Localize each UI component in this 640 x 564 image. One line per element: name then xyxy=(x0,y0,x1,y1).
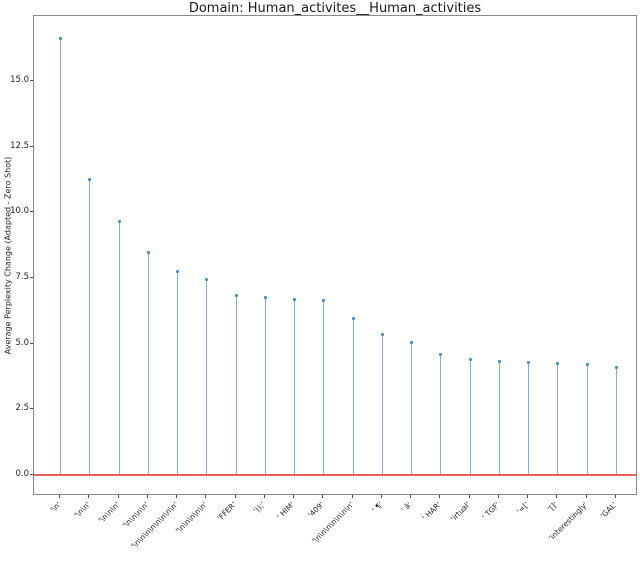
x-tick-mark xyxy=(205,495,207,498)
x-tick-mark xyxy=(614,495,616,498)
x-tick-mark xyxy=(146,495,148,498)
stem-line xyxy=(323,300,325,475)
stem-line xyxy=(440,353,442,475)
y-tick-mark xyxy=(30,211,33,213)
stem-marker xyxy=(614,366,618,370)
x-tick-mark xyxy=(468,495,470,498)
chart-title: Domain: Human_activites__Human_activitie… xyxy=(188,1,482,16)
y-tick-mark xyxy=(30,79,33,81)
stem-line xyxy=(411,342,413,475)
plot-area xyxy=(33,15,637,495)
stem-line xyxy=(147,251,149,475)
y-tick-label: 5.0 xyxy=(15,337,29,348)
zero-baseline xyxy=(34,474,636,476)
stem-line xyxy=(177,270,179,475)
x-tick-mark xyxy=(380,495,382,498)
y-tick-label: 0.0 xyxy=(15,469,29,479)
stem-line xyxy=(381,333,383,475)
stem-marker xyxy=(351,316,355,320)
stem-marker xyxy=(322,299,326,303)
stem-marker xyxy=(117,220,121,224)
y-axis-label: Average Perplexity Change (Adapted - Zer… xyxy=(3,156,13,355)
stem-marker xyxy=(556,361,560,365)
x-tick-mark xyxy=(322,495,324,498)
stem-marker xyxy=(439,352,443,356)
stem-marker xyxy=(585,362,589,366)
x-tick-mark xyxy=(527,495,529,498)
y-tick-mark xyxy=(30,474,33,475)
stem-marker xyxy=(497,359,501,363)
y-tick-label: 15.0 xyxy=(10,74,29,85)
stem-line xyxy=(60,38,61,475)
stem-line xyxy=(264,297,266,475)
y-tick-label: 12.5 xyxy=(10,140,29,151)
y-tick-label: 10.0 xyxy=(10,206,29,217)
y-tick-mark xyxy=(30,276,33,278)
stem-line xyxy=(235,295,237,475)
x-tick-mark xyxy=(351,495,353,498)
stem-line xyxy=(615,367,617,475)
stem-line xyxy=(352,317,354,475)
x-tick-mark xyxy=(497,495,499,498)
stem-marker xyxy=(88,178,92,182)
stem-line xyxy=(206,279,208,475)
y-tick-label: 2.5 xyxy=(15,403,29,414)
x-tick-mark xyxy=(556,495,558,498)
stem-marker xyxy=(176,269,180,273)
y-tick-mark xyxy=(30,342,33,344)
x-tick-mark xyxy=(410,495,412,498)
x-tick-mark xyxy=(263,495,265,498)
stem-marker xyxy=(293,297,297,301)
x-tick-mark xyxy=(293,495,295,498)
stem-marker xyxy=(205,278,209,282)
stem-marker xyxy=(380,332,384,336)
stem-line xyxy=(586,363,588,475)
x-tick-mark xyxy=(59,495,60,498)
stem-marker xyxy=(59,37,62,41)
stem-marker xyxy=(410,341,414,345)
x-tick-mark xyxy=(585,495,587,498)
stem-line xyxy=(118,221,120,475)
stem-marker xyxy=(234,294,238,298)
x-tick-mark xyxy=(234,495,236,498)
x-tick-mark xyxy=(117,495,119,498)
stem-line xyxy=(469,359,471,475)
stem-marker xyxy=(263,296,267,300)
stem-line xyxy=(557,362,559,475)
stem-line xyxy=(294,298,296,475)
y-tick-mark xyxy=(30,408,33,410)
stem-marker xyxy=(468,358,472,362)
y-tick-label: 7.5 xyxy=(15,271,29,282)
stem-marker xyxy=(146,250,150,254)
stem-line xyxy=(528,362,530,475)
y-tick-mark xyxy=(30,145,33,147)
stem-line xyxy=(498,360,500,475)
stem-line xyxy=(89,179,91,475)
x-tick-mark xyxy=(176,495,178,498)
stem-marker xyxy=(527,361,531,365)
x-tick-mark xyxy=(88,495,90,498)
x-tick-mark xyxy=(439,495,441,498)
